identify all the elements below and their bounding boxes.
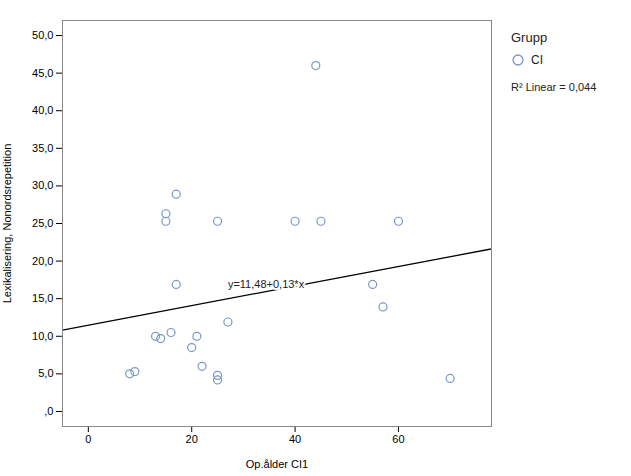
svg-text:45,0: 45,0 — [32, 67, 53, 79]
svg-text:Lexikalisering, Nonordsrepetit: Lexikalisering, Nonordsrepetition — [1, 144, 13, 304]
svg-text:30,0: 30,0 — [32, 179, 53, 191]
svg-text:25,0: 25,0 — [32, 217, 53, 229]
svg-text:10,0: 10,0 — [32, 330, 53, 342]
svg-text:,0: ,0 — [44, 405, 53, 417]
svg-text:50,0: 50,0 — [32, 29, 53, 41]
html-text:R² Linear = 0,044: R² Linear = 0,044 — [511, 81, 597, 93]
svg-text:y=11,48+0,13*x: y=11,48+0,13*x — [228, 278, 305, 290]
svg-text:15,0: 15,0 — [32, 292, 53, 304]
svg-text:20: 20 — [186, 433, 198, 445]
svg-text:5,0: 5,0 — [38, 367, 53, 379]
svg-text:40,0: 40,0 — [32, 104, 53, 116]
svg-text:Op.ålder CI1: Op.ålder CI1 — [246, 458, 308, 470]
html-text:Grupp: Grupp — [511, 30, 548, 45]
svg-text:35,0: 35,0 — [32, 142, 53, 154]
svg-text:20,0: 20,0 — [32, 255, 53, 267]
svg-text:60: 60 — [392, 433, 404, 445]
html-text:CI: CI — [531, 53, 543, 67]
svg-text:40: 40 — [289, 433, 301, 445]
svg-text:0: 0 — [85, 433, 91, 445]
